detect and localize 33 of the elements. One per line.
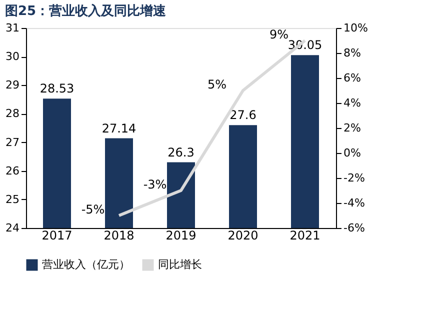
y2-tick-label: 6% — [344, 72, 361, 84]
x-tick-label: 2019 — [166, 228, 196, 242]
y2-tick-label: -4% — [344, 196, 365, 210]
y2-tick-label: 10% — [344, 22, 368, 34]
data-label: 27.14 — [102, 121, 136, 136]
y2-tick-label: -2% — [344, 172, 365, 184]
y-tick-label: 29 — [6, 78, 20, 92]
y-tick-label: 30 — [6, 50, 20, 64]
data-label: 26.3 — [168, 145, 194, 160]
x-tick-label: 2018 — [104, 228, 134, 242]
data-label: -5% — [81, 202, 105, 216]
y-tick-label: 26 — [6, 164, 20, 178]
y2-tick-label: 2% — [344, 122, 361, 134]
y-tick-label: 31 — [6, 22, 20, 34]
data-label: 5% — [207, 78, 227, 92]
x-tick-label: 2017 — [42, 228, 72, 242]
data-label: 28.53 — [40, 82, 74, 96]
y-tick-label: 28 — [6, 107, 20, 120]
legend-label: 营业收入（亿元） — [42, 258, 130, 271]
y2-tick-label: 0% — [344, 146, 361, 160]
chart-title: 图25：营业收入及同比增速 — [5, 3, 168, 19]
y-tick-label: 27 — [6, 136, 20, 149]
y2-tick-label: 8% — [344, 46, 361, 60]
y2-tick-label: -6% — [344, 222, 365, 234]
data-label: 9% — [269, 28, 289, 42]
x-tick-label: 2021 — [290, 228, 320, 242]
y-tick-label: 24 — [6, 222, 20, 234]
data-label: -3% — [143, 178, 167, 192]
x-tick-label: 2020 — [228, 228, 258, 242]
y2-tick-label: 4% — [344, 96, 361, 110]
legend-label: 同比增长 — [158, 258, 202, 271]
y-tick-label: 25 — [6, 192, 20, 206]
data-label: 27.6 — [230, 108, 256, 122]
